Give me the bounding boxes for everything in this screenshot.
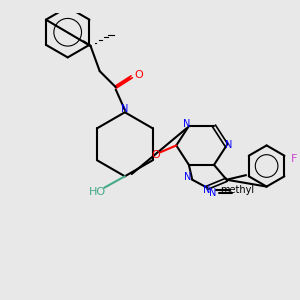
Text: F: F [290, 154, 297, 164]
Text: O: O [134, 70, 143, 80]
Text: methyl: methyl [220, 185, 254, 195]
Text: N: N [209, 188, 217, 198]
Text: N: N [183, 119, 190, 129]
Text: N: N [203, 185, 211, 195]
Text: N: N [184, 172, 191, 182]
Text: N: N [121, 104, 128, 114]
Text: HO: HO [89, 187, 106, 197]
Text: N: N [225, 140, 233, 150]
Text: O: O [151, 150, 160, 160]
